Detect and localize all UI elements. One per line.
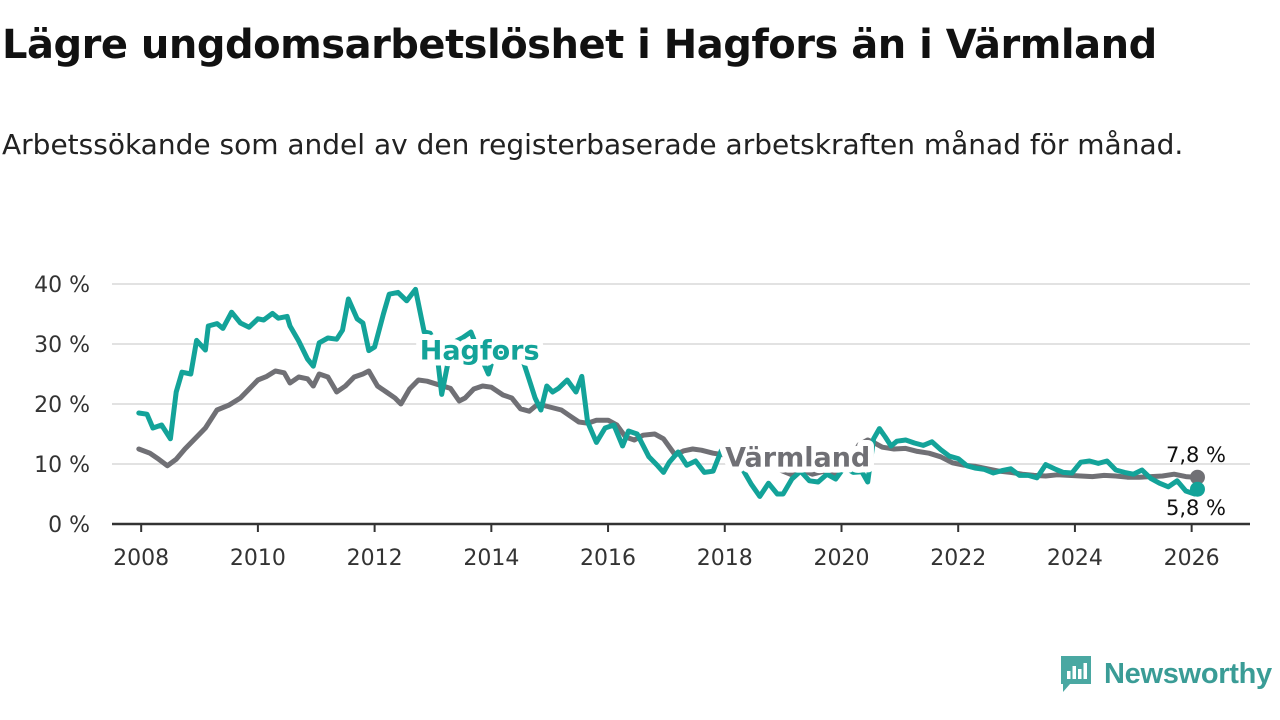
end-label-hagfors: 5,8 % (1166, 496, 1226, 520)
x-tick-label: 2012 (347, 546, 403, 571)
x-tick-label: 2018 (697, 546, 753, 571)
series-label-varmland-halo: Värmland (725, 442, 870, 473)
brand-name: Newsworthy (1104, 657, 1272, 690)
x-tick-label: 2008 (113, 546, 169, 571)
x-tick-label: 2026 (1164, 546, 1220, 571)
y-tick-label: 0 % (48, 513, 90, 538)
x-tick-label: 2022 (930, 546, 986, 571)
newsworthy-logo-icon (1061, 656, 1091, 692)
end-label-varmland: 7,8 % (1166, 443, 1226, 467)
brand-logo: Newsworthy (1058, 654, 1272, 694)
chart-title: Lägre ungdomsarbetslöshet i Hagfors än i… (2, 22, 1157, 68)
end-point-varmland (1189, 469, 1205, 485)
series-label-varmland: Värmland (725, 442, 870, 473)
series-label-hagfors-halo: Hagfors (420, 336, 540, 367)
y-tick-label: 20 % (34, 393, 90, 418)
x-tick-label: 2014 (463, 546, 519, 571)
y-tick-label: 40 % (34, 273, 90, 298)
x-tick-label: 2010 (230, 546, 286, 571)
x-tick-label: 2024 (1047, 546, 1103, 571)
x-tick-label: 2020 (813, 546, 869, 571)
x-tick-label: 2016 (580, 546, 636, 571)
end-point-hagfors (1189, 481, 1205, 497)
series-label-hagfors: Hagfors (420, 336, 540, 367)
y-tick-label: 30 % (34, 333, 90, 358)
y-tick-label: 10 % (34, 453, 90, 478)
series-line-hagfors (136, 286, 1200, 499)
chart-subtitle: Arbetssökande som andel av den registerb… (2, 128, 1184, 161)
